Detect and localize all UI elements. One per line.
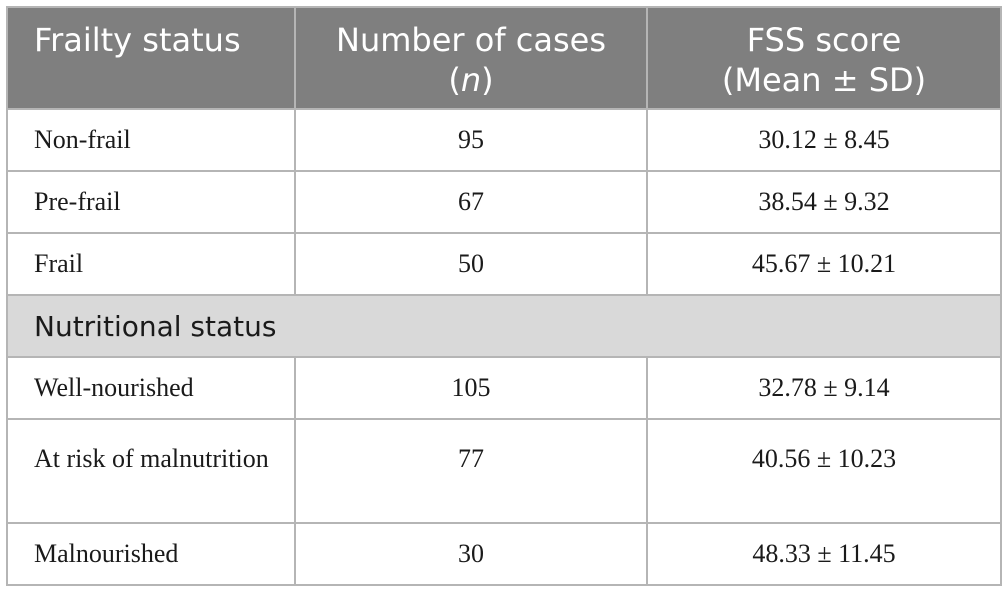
row-cases: 30 [294,522,648,586]
header-frailty-status: Frailty status [6,6,296,110]
fss-table: Frailty status Number of cases (n) FSS s… [6,6,1002,586]
table-row: Malnourished 30 48.33 ± 11.45 [6,522,1002,586]
table-row: Frail 50 45.67 ± 10.21 [6,232,1002,296]
row-cases: 77 [294,418,648,524]
table-row: Non-frail 95 30.12 ± 8.45 [6,108,1002,172]
header-number-of-cases: Number of cases (n) [294,6,648,110]
header-fss-score-line2: (Mean ± SD) [721,61,927,99]
table-header-row: Frailty status Number of cases (n) FSS s… [6,6,1002,110]
header-fss-score: FSS score (Mean ± SD) [646,6,1002,110]
section-label: Nutritional status [6,294,1002,358]
header-frailty-status-label: Frailty status [34,21,241,59]
row-score: 48.33 ± 11.45 [646,522,1002,586]
row-label: Well-nourished [6,356,296,420]
row-cases: 105 [294,356,648,420]
row-label: Pre-frail [6,170,296,234]
table-row: Pre-frail 67 38.54 ± 9.32 [6,170,1002,234]
table-row: At risk of malnutrition 77 40.56 ± 10.23 [6,418,1002,524]
row-label: At risk of malnutrition [6,418,296,524]
row-score: 32.78 ± 9.14 [646,356,1002,420]
header-paren-close: ) [481,61,494,99]
row-cases: 95 [294,108,648,172]
row-label: Non-frail [6,108,296,172]
header-number-of-cases-line1: Number of cases [336,21,606,59]
row-score: 40.56 ± 10.23 [646,418,1002,524]
row-label: Malnourished [6,522,296,586]
row-cases: 50 [294,232,648,296]
row-score: 30.12 ± 8.45 [646,108,1002,172]
header-paren-open: ( [448,61,461,99]
header-fss-score-line1: FSS score [746,21,902,59]
row-label: Frail [6,232,296,296]
header-n-symbol: n [460,61,482,99]
row-cases: 67 [294,170,648,234]
section-row-nutritional-status: Nutritional status [6,294,1002,358]
row-score: 38.54 ± 9.32 [646,170,1002,234]
header-number-of-cases-line2: (n) [296,60,646,100]
table-row: Well-nourished 105 32.78 ± 9.14 [6,356,1002,420]
row-score: 45.67 ± 10.21 [646,232,1002,296]
